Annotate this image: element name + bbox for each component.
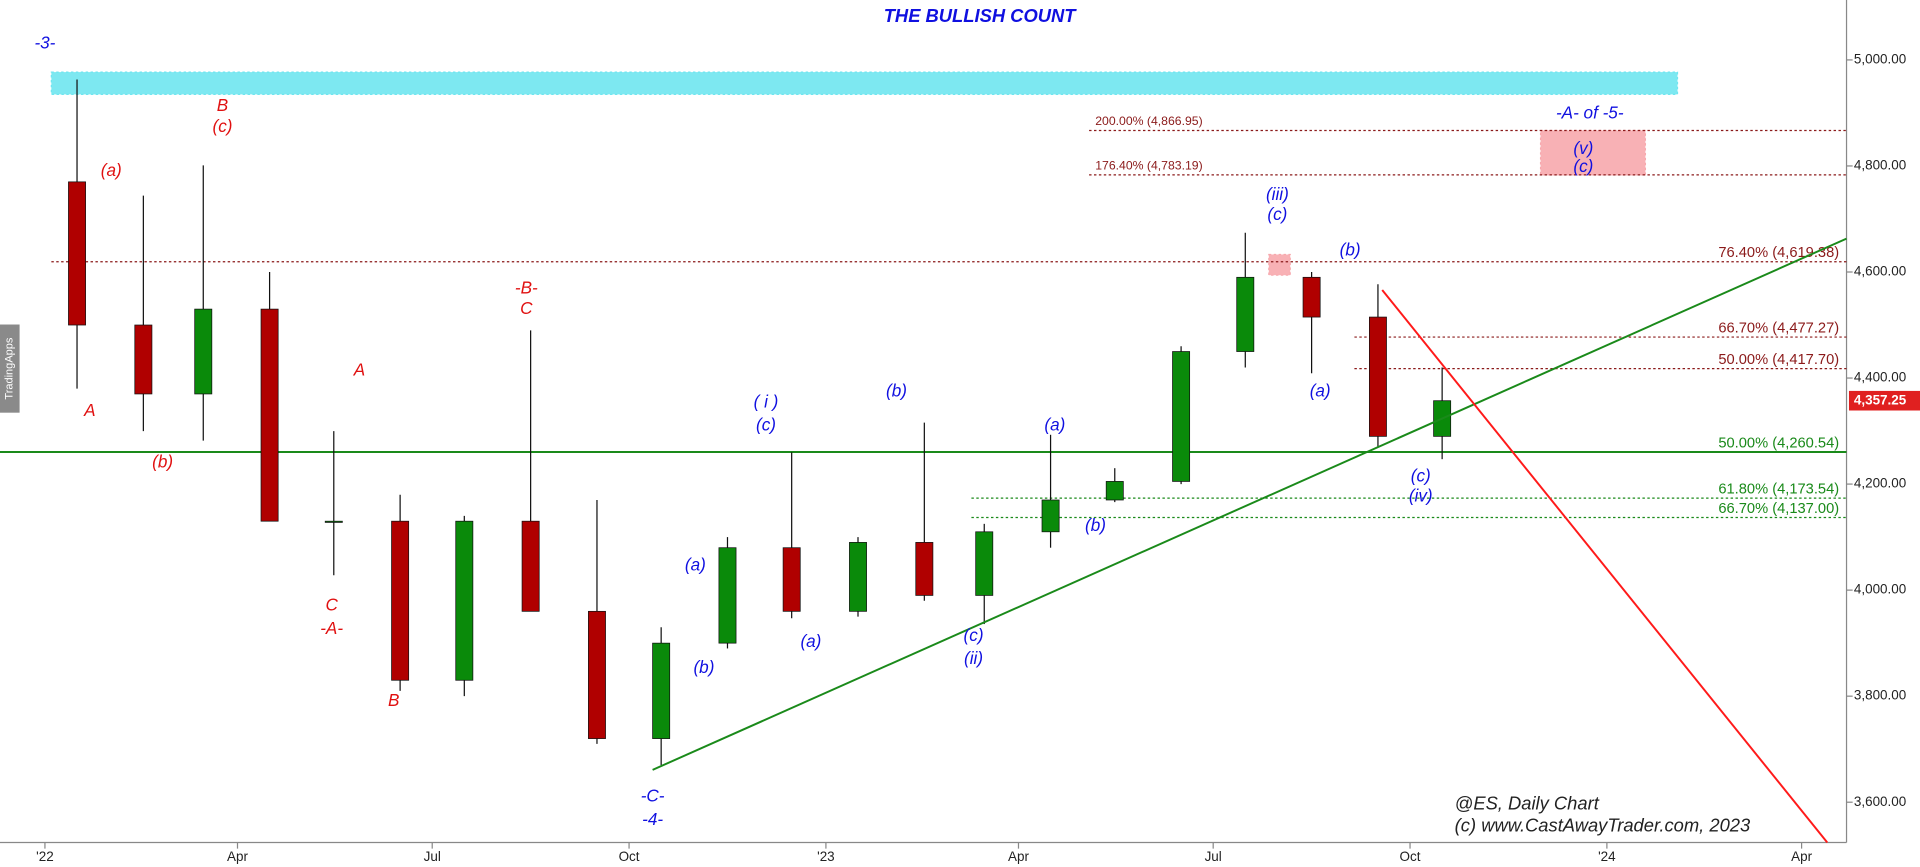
x-tick-label: '22: [36, 849, 54, 864]
x-tick-label: '23: [817, 849, 835, 864]
zone-box: [1268, 253, 1291, 276]
wave-label: (iv): [1409, 485, 1433, 505]
wave-label: -4-: [642, 809, 663, 829]
candle-body: [1105, 481, 1124, 501]
plot-layer: 200.00% (4,866.95) 176.40% (4,783.19) 76.4…: [0, 33, 1847, 844]
wave-label: (a): [685, 554, 706, 574]
wave-label: -A-: [320, 618, 343, 638]
wave-label: (a): [101, 160, 122, 180]
candle-body: [324, 520, 343, 523]
x-tick-label: Oct: [1400, 849, 1421, 864]
candle-body: [391, 520, 410, 681]
y-tick-label: 3,600.00: [1854, 794, 1906, 809]
candle-body: [588, 610, 606, 739]
candle-body: [1172, 351, 1191, 482]
fib-level-label: 176.40% (4,783.19): [1095, 159, 1202, 173]
zone-box: [1539, 129, 1647, 176]
candle-body: [849, 542, 867, 612]
footer: (c) www.CastAwayTrader.com, 2023: [1455, 814, 1751, 835]
x-tick-label: Apr: [1008, 849, 1029, 864]
candle-body: [134, 324, 153, 395]
y-tick-label: 4,000.00: [1854, 582, 1906, 597]
fib-level-label: 66.70% (4,477.27): [1718, 320, 1839, 336]
candle-body: [260, 308, 279, 522]
fib-level-label: 50.00% (4,260.54): [1718, 435, 1839, 451]
wave-label: ( i ): [754, 391, 779, 411]
fib-level-label: 200.00% (4,866.95): [1095, 114, 1202, 128]
wave-label: (v): [1573, 138, 1593, 158]
candle-body: [68, 181, 86, 326]
side-tab-label: TradingApps: [4, 337, 16, 400]
wave-label: A: [83, 400, 95, 420]
wave-label: -3-: [34, 33, 55, 53]
wave-label: -C-: [641, 785, 665, 805]
wave-label: (c): [1411, 466, 1431, 486]
candle-body: [718, 547, 737, 644]
wave-label: (iii): [1266, 184, 1289, 204]
x-tick-label: Oct: [619, 849, 640, 864]
wave-label: (a): [1310, 380, 1331, 400]
wave-label: -A- of -5-: [1556, 103, 1624, 123]
wave-label: (a): [1044, 414, 1065, 434]
footer: @ES, Daily Chart: [1455, 792, 1600, 813]
fib-level-label: 66.70% (4,137.00): [1718, 501, 1839, 517]
candle-body: [652, 642, 671, 739]
candle-body: [521, 520, 540, 612]
x-tick-label: Apr: [227, 849, 248, 864]
wave-label: (b): [1085, 515, 1106, 535]
candle-body: [1369, 316, 1387, 437]
last-price-label: 4,357.25: [1854, 392, 1907, 407]
candle-body: [455, 520, 474, 681]
wave-label: B: [217, 95, 228, 115]
y-tick-label: 4,800.00: [1854, 158, 1906, 173]
candle-body: [1041, 499, 1060, 533]
wave-label: C: [520, 298, 533, 318]
wave-label: C: [325, 595, 338, 615]
x-tick-label: Jul: [424, 849, 441, 864]
wave-label: (a): [800, 631, 821, 651]
y-tick-label: 5,000.00: [1854, 51, 1906, 66]
x-tick-label: '24: [1598, 849, 1616, 864]
side-tab: [0, 324, 20, 413]
zone-box: [50, 71, 1679, 95]
candle-body: [915, 542, 934, 596]
wave-label: (c): [1267, 204, 1287, 224]
wave-label: (c): [213, 116, 233, 136]
chart-title: THE BULLISH COUNT: [884, 5, 1078, 26]
fib-level-label: 61.80% (4,173.54): [1718, 481, 1839, 497]
fib-level-label: 76.40% (4,619.38): [1718, 245, 1839, 261]
wave-label: (c): [1573, 156, 1593, 176]
candle-body: [782, 547, 801, 612]
candle-body: [1236, 276, 1255, 352]
x-tick-label: Jul: [1205, 849, 1222, 864]
wave-label: (c): [756, 414, 776, 434]
wave-label: B: [388, 690, 399, 710]
candle-body: [194, 308, 213, 395]
last-price-tag: [1848, 390, 1920, 411]
y-tick-label: 3,800.00: [1854, 688, 1906, 703]
x-tick-label: Apr: [1791, 849, 1812, 864]
wave-label: A: [353, 360, 365, 380]
fib-level-label: 50.00% (4,417.70): [1718, 352, 1839, 368]
wave-label: (b): [1340, 239, 1361, 259]
trendline: [1381, 289, 1829, 844]
candle-body: [975, 531, 994, 596]
y-tick-label: 4,400.00: [1854, 370, 1906, 385]
candle-body: [1302, 276, 1321, 318]
wave-label: (b): [693, 657, 714, 677]
wave-label: (c): [964, 625, 984, 645]
y-tick-label: 4,200.00: [1854, 476, 1906, 491]
wave-label: (b): [152, 451, 173, 471]
wave-label: (ii): [964, 648, 983, 668]
wave-label: -B-: [515, 277, 538, 297]
wave-label: (b): [886, 380, 907, 400]
trendline: [652, 237, 1847, 771]
y-tick-label: 4,600.00: [1854, 264, 1906, 279]
